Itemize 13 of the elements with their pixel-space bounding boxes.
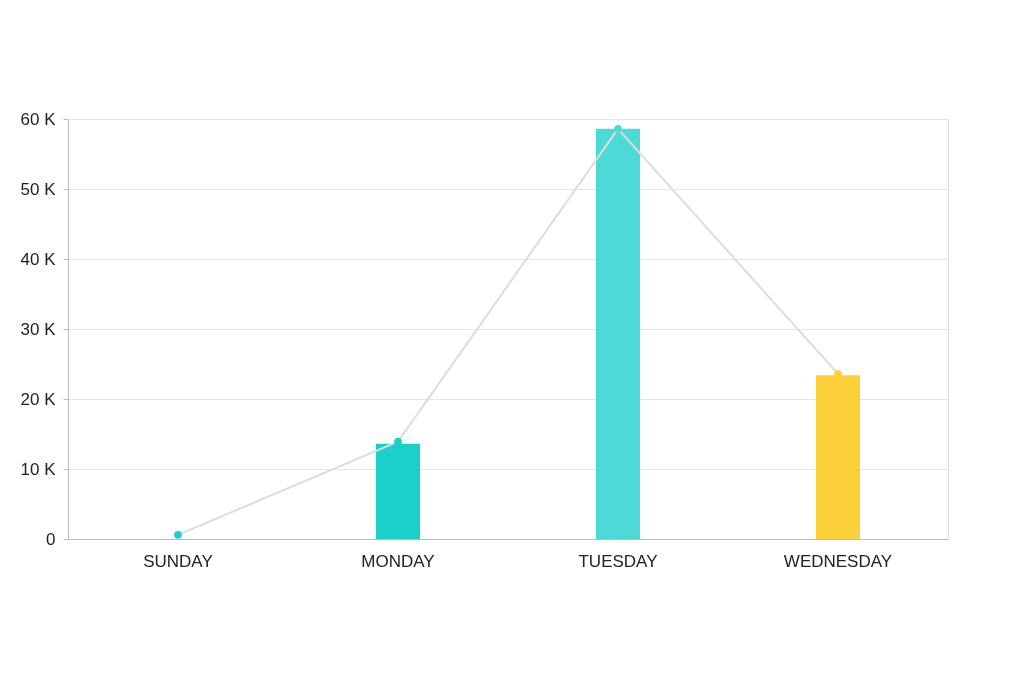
- point: [614, 124, 622, 133]
- x-tick-label: MONDAY: [361, 551, 435, 571]
- y-tick-label: 20 K: [20, 389, 57, 409]
- y-tick-label: 0: [46, 529, 56, 549]
- y-tick-label: 10 K: [20, 459, 57, 479]
- y-tick-label: 50 K: [20, 179, 57, 199]
- y-tick-label: 30 K: [20, 319, 57, 339]
- y-tick-label: 40 K: [20, 249, 57, 269]
- x-tick-label: WEDNESDAY: [783, 551, 893, 571]
- point: [174, 530, 182, 539]
- x-tick-label: TUESDAY: [578, 551, 658, 571]
- y-tick-label: 60 K: [20, 109, 57, 129]
- x-tick-label: SUNDAY: [143, 551, 213, 571]
